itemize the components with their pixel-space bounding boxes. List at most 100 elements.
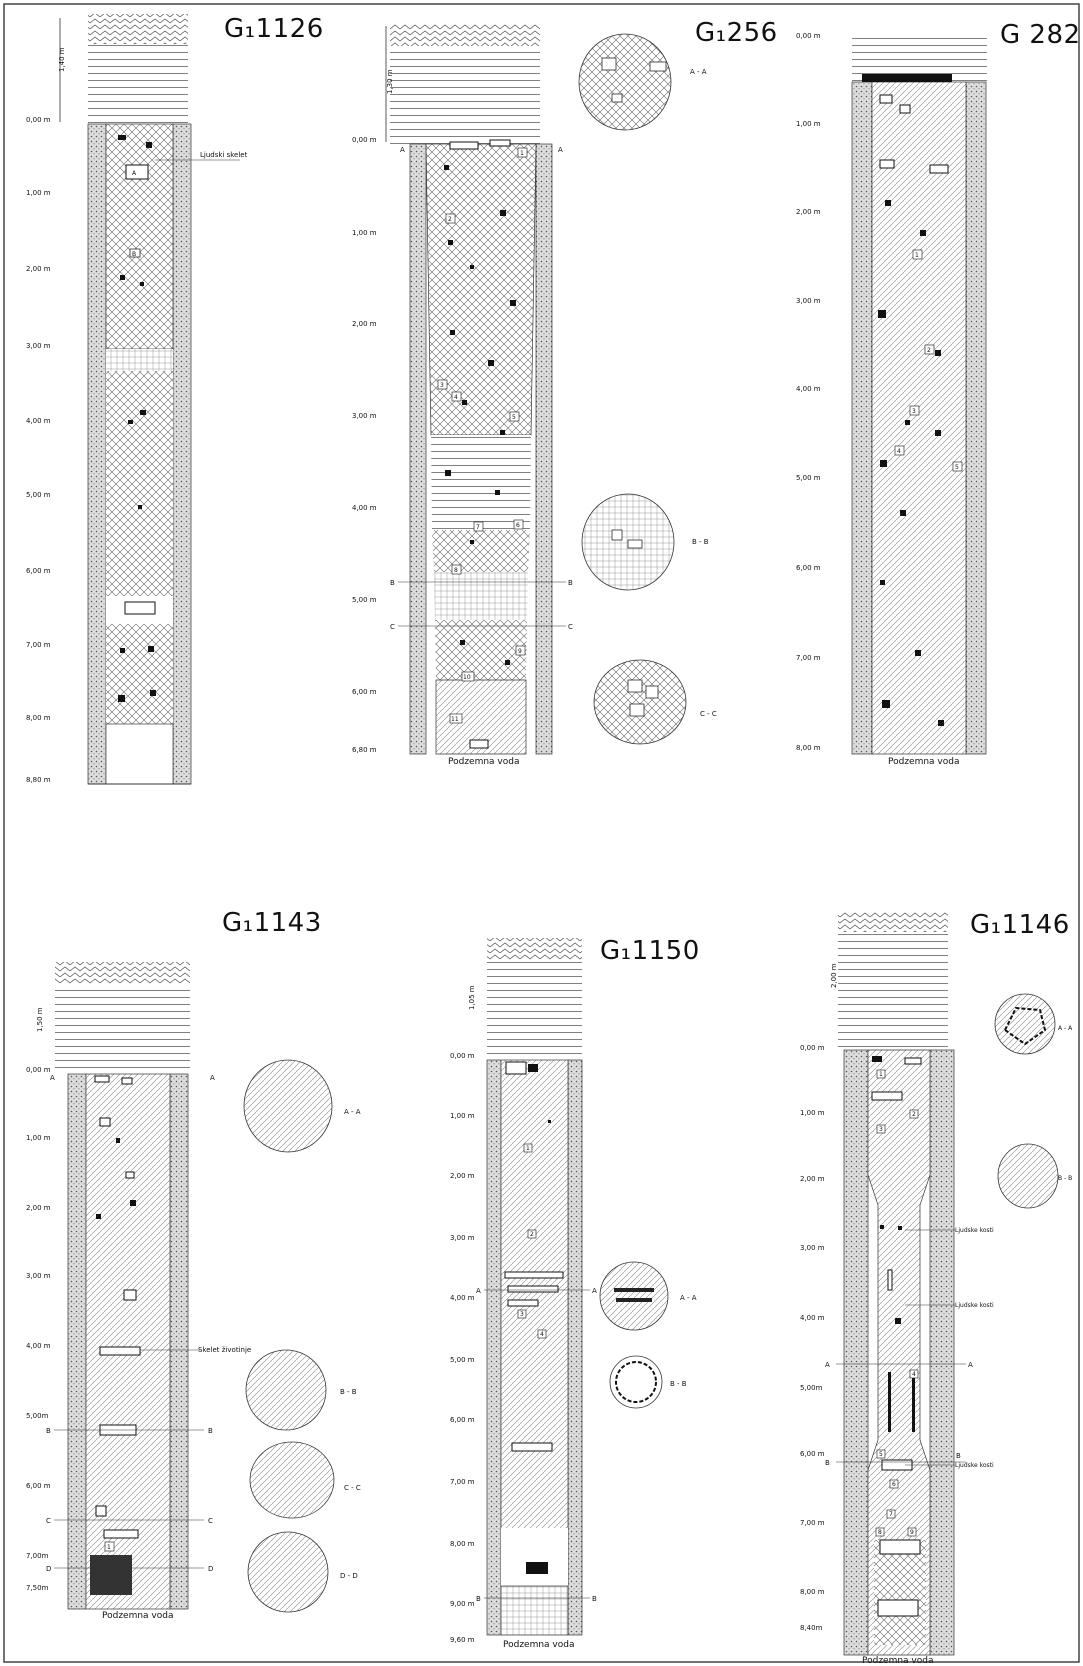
svg-text:2,00 m: 2,00 m <box>800 1175 825 1183</box>
svg-text:1: 1 <box>526 1145 530 1152</box>
fill-bottom-empty <box>105 723 174 785</box>
svg-text:0,00 m: 0,00 m <box>26 1066 51 1074</box>
shaft-wall-left <box>87 123 107 785</box>
cross-section-label: B - B <box>692 538 709 546</box>
well-g1143: 1,50 m 1 Skelet životinje A A B B <box>26 962 361 1621</box>
groundwater-label: Podzemna voda <box>448 757 520 767</box>
svg-text:B: B <box>825 1459 830 1467</box>
svg-text:2: 2 <box>448 216 452 223</box>
fill-band <box>106 349 173 371</box>
svg-text:A - A: A - A <box>344 1108 361 1116</box>
well-title: G₁1146 <box>970 910 1070 940</box>
overburden-label: 2,00 m <box>830 963 838 988</box>
svg-text:7,50m: 7,50m <box>26 1584 49 1592</box>
depth-scale: 0,00 m 1,00 m 2,00 m 3,00 m 4,00 m 5,00m… <box>800 1044 825 1632</box>
svg-text:1: 1 <box>879 1071 883 1078</box>
svg-text:5,00m: 5,00m <box>26 1412 49 1420</box>
svg-text:3,00 m: 3,00 m <box>26 342 51 350</box>
svg-text:5: 5 <box>879 1451 883 1458</box>
svg-text:3,00 m: 3,00 m <box>26 1272 51 1280</box>
svg-text:3,00 m: 3,00 m <box>796 297 821 305</box>
overburden-label: 1,50 m <box>36 1007 44 1032</box>
stones <box>862 74 952 726</box>
annotations: Ljudske kosti Ljudske kosti Ljudske kost… <box>905 1227 994 1469</box>
svg-text:8,00 m: 8,00 m <box>800 1588 825 1596</box>
svg-text:6,00 m: 6,00 m <box>26 1482 51 1490</box>
svg-text:9,00 m: 9,00 m <box>450 1600 475 1608</box>
section-markers: A A B B <box>476 1287 597 1603</box>
svg-text:2,00 m: 2,00 m <box>450 1172 475 1180</box>
svg-text:B - B: B - B <box>1058 1175 1072 1182</box>
svg-text:B: B <box>568 579 573 587</box>
layer-numbers: 1 2 3 4 5 <box>894 249 963 472</box>
svg-text:4,00 m: 4,00 m <box>26 417 51 425</box>
svg-text:3: 3 <box>440 382 444 389</box>
stones <box>871 1056 922 1617</box>
svg-text:A: A <box>825 1361 830 1369</box>
svg-text:B: B <box>208 1427 213 1435</box>
svg-text:A: A <box>50 1074 55 1082</box>
svg-text:8: 8 <box>878 1529 882 1536</box>
svg-text:6,00 m: 6,00 m <box>450 1416 475 1424</box>
svg-text:6,00 m: 6,00 m <box>800 1450 825 1458</box>
svg-text:C: C <box>390 623 395 631</box>
svg-text:1: 1 <box>520 150 524 157</box>
svg-text:7,00 m: 7,00 m <box>800 1519 825 1527</box>
svg-text:A: A <box>400 146 405 154</box>
svg-text:4,00 m: 4,00 m <box>450 1294 475 1302</box>
svg-text:C: C <box>208 1517 213 1525</box>
svg-text:C: C <box>568 623 573 631</box>
cross-sections: A - A B - B <box>994 993 1073 1209</box>
svg-text:9,60 m: 9,60 m <box>450 1636 475 1644</box>
overburden-layer <box>88 44 188 124</box>
depth-scale: 0,00 m 1,00 m 2,00 m 3,00 m 4,00 m 5,00 … <box>450 1052 475 1644</box>
svg-text:B: B <box>956 1452 961 1460</box>
svg-text:6,00 m: 6,00 m <box>796 564 821 572</box>
cross-sections: A - A B - B <box>599 1261 697 1409</box>
svg-text:2: 2 <box>927 347 931 354</box>
svg-text:4,00 m: 4,00 m <box>796 385 821 393</box>
svg-text:7,00 m: 7,00 m <box>796 654 821 662</box>
topsoil-layer <box>88 14 188 44</box>
svg-text:A: A <box>558 146 563 154</box>
well-g1150: 1,05 m 1 2 3 4 A A <box>450 938 697 1650</box>
svg-text:6: 6 <box>892 1481 896 1488</box>
layer-numbers: 1 2 3 4 5 6 7 8 9 <box>875 1069 919 1537</box>
layer-numbers: 1 2 3 4 5 6 7 8 9 10 11 <box>437 147 528 724</box>
svg-text:3,00 m: 3,00 m <box>800 1244 825 1252</box>
svg-text:8,00 m: 8,00 m <box>796 744 821 752</box>
svg-text:3,00 m: 3,00 m <box>352 412 377 420</box>
depth-scale: 0,00 m 1,00 m 2,00 m 3,00 m 4,00 m 5,00 … <box>796 32 821 752</box>
depth-scale: 0,00 m 1,00 m 2,00 m 3,00 m 4,00 m 5,00 … <box>352 136 377 754</box>
well-title: G₁1150 <box>600 936 700 966</box>
svg-text:7,00 m: 7,00 m <box>450 1478 475 1486</box>
svg-text:B: B <box>592 1595 597 1603</box>
svg-text:A - A: A - A <box>680 1294 697 1302</box>
svg-text:5: 5 <box>512 414 516 421</box>
well-g1256: 1,30 m 1 2 3 4 <box>352 24 717 767</box>
well-title: G 282 <box>1000 20 1081 50</box>
overburden-label: 1,40 m <box>58 47 66 72</box>
svg-text:4: 4 <box>540 1331 544 1338</box>
svg-text:4,00 m: 4,00 m <box>352 504 377 512</box>
svg-text:Ljudske kosti: Ljudske kosti <box>955 1227 994 1234</box>
svg-text:7,00 m: 7,00 m <box>26 641 51 649</box>
svg-text:0,00 m: 0,00 m <box>796 32 821 40</box>
svg-text:8,00 m: 8,00 m <box>26 714 51 722</box>
groundwater-label: Podzemna voda <box>888 757 960 767</box>
svg-text:2: 2 <box>530 1231 534 1238</box>
fill-upper <box>105 123 174 350</box>
cross-section-label: C - C <box>700 710 717 718</box>
stones <box>118 135 156 702</box>
well-title: G₁1143 <box>222 908 322 938</box>
annotation-label: Skelet životinje <box>198 1346 251 1354</box>
svg-text:4: 4 <box>454 394 458 401</box>
fill-lower <box>106 624 173 724</box>
groundwater-label: Podzemna voda <box>862 1656 934 1666</box>
svg-text:2: 2 <box>912 1111 916 1118</box>
svg-text:0,00 m: 0,00 m <box>352 136 377 144</box>
fill-middle <box>106 371 173 596</box>
svg-text:6,00 m: 6,00 m <box>352 688 377 696</box>
svg-text:3: 3 <box>912 408 916 415</box>
groundwater-label: Podzemna voda <box>503 1640 575 1650</box>
